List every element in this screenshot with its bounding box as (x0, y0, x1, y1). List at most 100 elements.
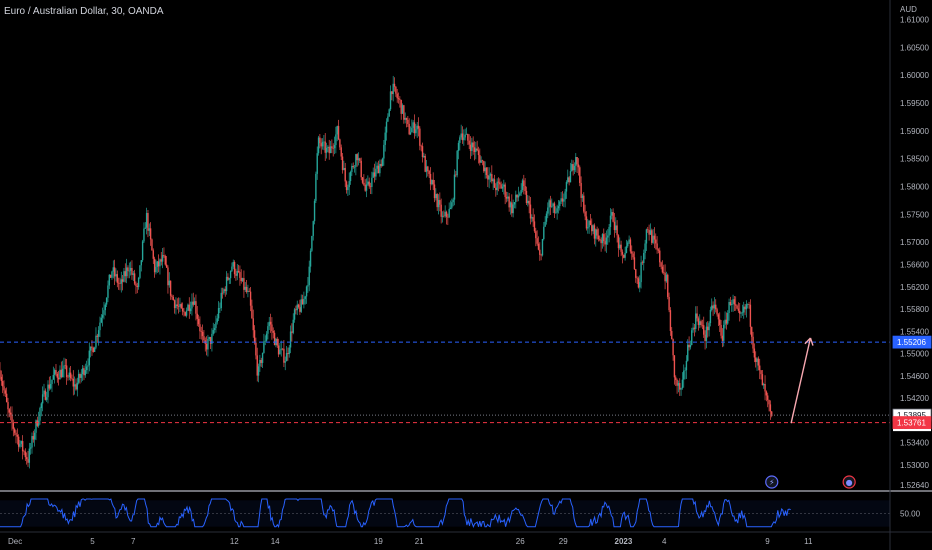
candle (117, 277, 120, 290)
oscillator-pane: 50.00 (0, 490, 932, 533)
svg-text:1.53761: 1.53761 (897, 419, 926, 428)
lightning-icon[interactable]: ⚡ (765, 475, 779, 489)
candle (299, 299, 301, 315)
candle (755, 351, 757, 368)
candle (80, 369, 83, 383)
candle (599, 235, 601, 242)
candle (761, 370, 764, 386)
candle (547, 202, 549, 219)
candle (133, 269, 136, 286)
candle (601, 233, 604, 249)
candle (565, 180, 568, 199)
candle (156, 260, 158, 273)
candle (332, 143, 334, 157)
candle (585, 211, 588, 231)
candle (28, 442, 31, 469)
candle (29, 442, 32, 455)
candle (537, 236, 540, 251)
candle (320, 138, 322, 155)
candle (229, 270, 232, 284)
candle (661, 260, 664, 274)
candle (719, 312, 721, 332)
y-tick-label: 1.54200 (900, 394, 929, 403)
y-tick-label: 1.59500 (900, 99, 929, 108)
candle (653, 227, 656, 249)
candle (480, 156, 482, 164)
candle (540, 253, 542, 261)
candle (477, 146, 480, 164)
candle (464, 128, 466, 141)
x-tick-label: 11 (804, 537, 813, 546)
candle (312, 220, 314, 241)
candle (432, 172, 434, 191)
candle (527, 195, 529, 207)
candle (583, 192, 585, 214)
candle (175, 297, 177, 315)
candle (189, 301, 192, 314)
candle (664, 264, 666, 290)
candle (251, 299, 253, 319)
candle (259, 354, 261, 372)
candle (0, 362, 1, 380)
candle (385, 118, 388, 141)
candle (644, 239, 646, 260)
candle (25, 452, 28, 465)
candle (515, 190, 517, 209)
candle (40, 402, 43, 417)
candle (212, 322, 214, 336)
candle (199, 316, 201, 340)
candle (305, 285, 308, 304)
candle (567, 169, 569, 184)
candle (544, 216, 546, 227)
candle (689, 340, 692, 350)
candle (123, 267, 125, 283)
candle (492, 177, 494, 190)
candle (437, 194, 440, 215)
candle (533, 214, 536, 233)
candle (767, 392, 769, 408)
candle (249, 287, 252, 312)
price-lines-layer (0, 341, 890, 424)
candle (315, 171, 317, 204)
candle (472, 136, 474, 155)
candle (1, 374, 4, 394)
candle (155, 259, 157, 275)
candle (172, 294, 174, 301)
candle (735, 296, 737, 311)
chart-title: Euro / Australian Dollar, 30, OANDA (4, 6, 164, 17)
candle (388, 108, 390, 117)
candle (488, 167, 490, 189)
candle (245, 279, 248, 294)
candle (92, 346, 94, 353)
candle (511, 194, 513, 217)
candle (771, 411, 773, 418)
candle (53, 368, 56, 384)
y-tick-label: 1.61000 (900, 15, 929, 24)
candle (679, 378, 681, 396)
y-tick-label: 1.52640 (900, 481, 929, 490)
candle (57, 370, 60, 386)
candle (549, 195, 552, 216)
candle (55, 363, 57, 377)
candle (741, 304, 744, 316)
candle (684, 367, 686, 380)
candle (235, 268, 237, 281)
candle (75, 378, 77, 391)
candle (265, 331, 268, 342)
candle (32, 430, 35, 443)
candle (424, 153, 426, 173)
candle (333, 136, 336, 155)
candle (221, 287, 224, 299)
time-axis[interactable]: Dec 5 7 12 14 19 21 26 29 2023 4 9 11 (8, 537, 813, 546)
candle (425, 159, 428, 178)
candle (347, 184, 349, 196)
candle (84, 363, 87, 378)
candle (440, 198, 442, 224)
candle (428, 169, 430, 178)
arrow-drawing[interactable] (790, 337, 814, 424)
candle (569, 162, 572, 183)
candle (489, 172, 492, 183)
flag-icon[interactable]: ● (842, 475, 856, 489)
